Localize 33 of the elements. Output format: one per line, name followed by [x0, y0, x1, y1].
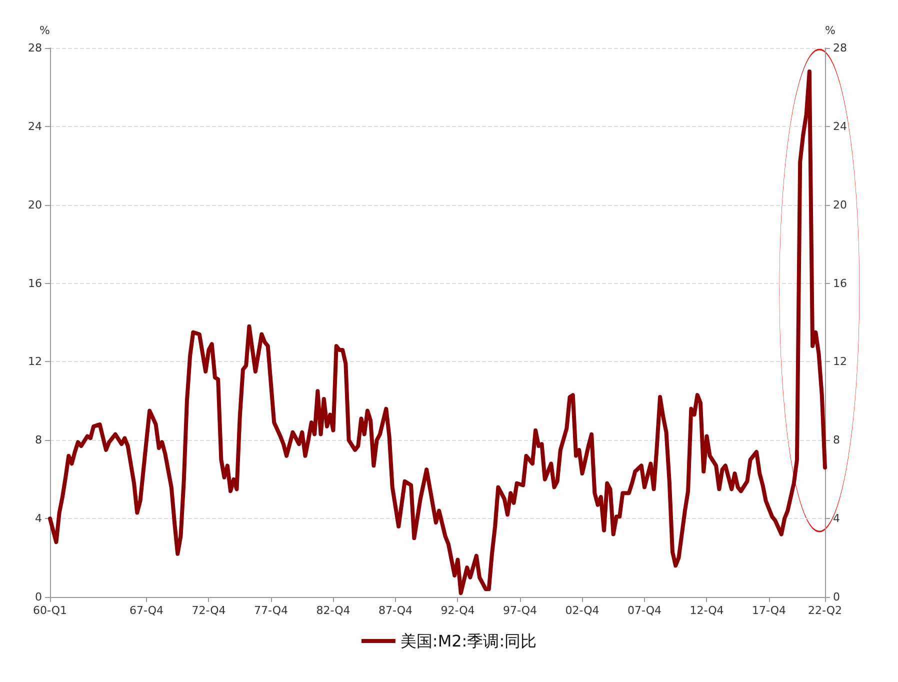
y-tick-label: 24	[28, 120, 42, 133]
y-tick-label: 16	[28, 276, 42, 290]
x-tick-label: 07-Q4	[627, 604, 662, 617]
y2-tick-label: 20	[833, 198, 847, 212]
x-tick-label: 60-Q1	[32, 604, 68, 617]
y2-tick-label: 8	[833, 434, 840, 447]
x-tick-label: 72-Q4	[192, 604, 226, 617]
x-tick-label: 97-Q4	[502, 604, 537, 617]
y2-tick-label: 4	[833, 512, 840, 526]
y2-tick-label: 12	[833, 355, 847, 368]
line-series	[48, 70, 827, 596]
y2-tick-label: 16	[833, 276, 847, 290]
y-tick-label: 28	[28, 42, 42, 54]
x-tick-label: 12-Q4	[690, 604, 724, 617]
y2-tick-label: 24	[833, 120, 847, 133]
legend-label: 美国:M2:季调:同比	[400, 632, 537, 650]
y-tick-label: 12	[28, 355, 42, 368]
x-tick-label: 02-Q4	[565, 604, 600, 617]
x-tick-label: 17-Q4	[752, 604, 786, 617]
x-tick-label: 22-Q2	[808, 604, 842, 617]
y2-axis-title: %	[825, 24, 836, 37]
y-axis-title: %	[40, 24, 50, 37]
x-tick-label: 92-Q4	[440, 604, 475, 617]
y2-tick-label: 0	[833, 590, 840, 604]
y-tick-label: 0	[35, 590, 42, 604]
x-tick-label: 77-Q4	[254, 604, 288, 617]
x-tick-label: 82-Q4	[316, 604, 350, 617]
y2-tick-label: 28	[833, 42, 847, 54]
x-tick-label: 87-Q4	[378, 604, 412, 617]
y-tick-label: 20	[28, 198, 42, 212]
x-tick-label: 67-Q4	[129, 604, 164, 617]
y-tick-label: 8	[35, 434, 42, 447]
y-tick-label: 4	[35, 512, 42, 526]
